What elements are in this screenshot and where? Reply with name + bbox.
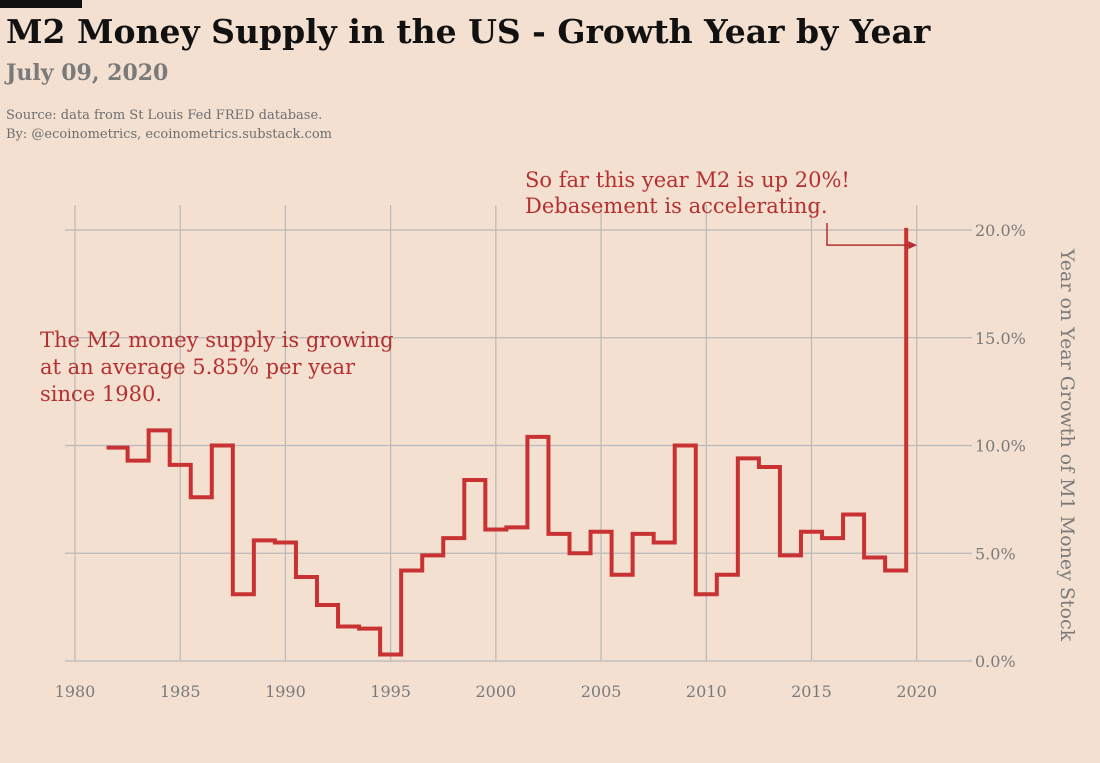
x-tick-label: 2010 xyxy=(686,682,727,701)
annotation-2020-line-2: Debasement is accelerating. xyxy=(525,194,828,218)
y-tick-label: 20.0% xyxy=(975,221,1026,240)
y-tick-label: 10.0% xyxy=(975,437,1026,456)
x-tick-label: 1985 xyxy=(160,682,201,701)
annotation-2020-line-1: So far this year M2 is up 20%! xyxy=(525,168,850,192)
annotation-average-line-2: at an average 5.85% per year xyxy=(40,355,356,379)
y-tick-label: 5.0% xyxy=(975,544,1016,563)
chart-date: July 09, 2020 xyxy=(6,60,169,86)
annotation-average: The M2 money supply is growing at an ave… xyxy=(40,328,400,406)
x-tick-label: 1990 xyxy=(265,682,306,701)
x-tick-label: 2005 xyxy=(581,682,622,701)
source-line: Source: data from St Louis Fed FRED data… xyxy=(6,108,323,123)
annotation-arrowhead xyxy=(908,241,918,250)
annotation-average-line-1: The M2 money supply is growing xyxy=(40,328,394,352)
y-tick-label: 15.0% xyxy=(975,329,1026,348)
annotation-arrow xyxy=(826,223,912,246)
annotation-2020: So far this year M2 is up 20%! Debasemen… xyxy=(525,168,857,218)
y-tick-label: 0.0% xyxy=(975,652,1016,671)
x-tick-label: 1980 xyxy=(55,682,96,701)
m2-growth-step-line xyxy=(106,227,909,657)
x-tick-labels: 1980 1985 1990 1995 2000 2005 2010 2015 2020 xyxy=(55,682,937,701)
chart-title: M2 Money Supply in the US - Growth Year … xyxy=(6,12,931,51)
y-tick-labels: 0.0% 5.0% 10.0% 15.0% 20.0% xyxy=(975,221,1026,671)
grid-lines xyxy=(65,205,972,662)
x-tick-label: 2020 xyxy=(896,682,937,701)
x-tick-label: 2000 xyxy=(475,682,516,701)
x-tick-label: 1995 xyxy=(370,682,411,701)
y-axis-label: Year on Year Growth of M1 Money Stock xyxy=(1056,248,1078,642)
byline: By: @ecoinometrics, ecoinometrics.substa… xyxy=(6,127,332,142)
source-note: Source: data from St Louis Fed FRED data… xyxy=(6,106,332,144)
x-tick-label: 2015 xyxy=(791,682,832,701)
annotation-average-line-3: since 1980. xyxy=(40,382,162,406)
corner-accent-bar xyxy=(0,0,82,8)
